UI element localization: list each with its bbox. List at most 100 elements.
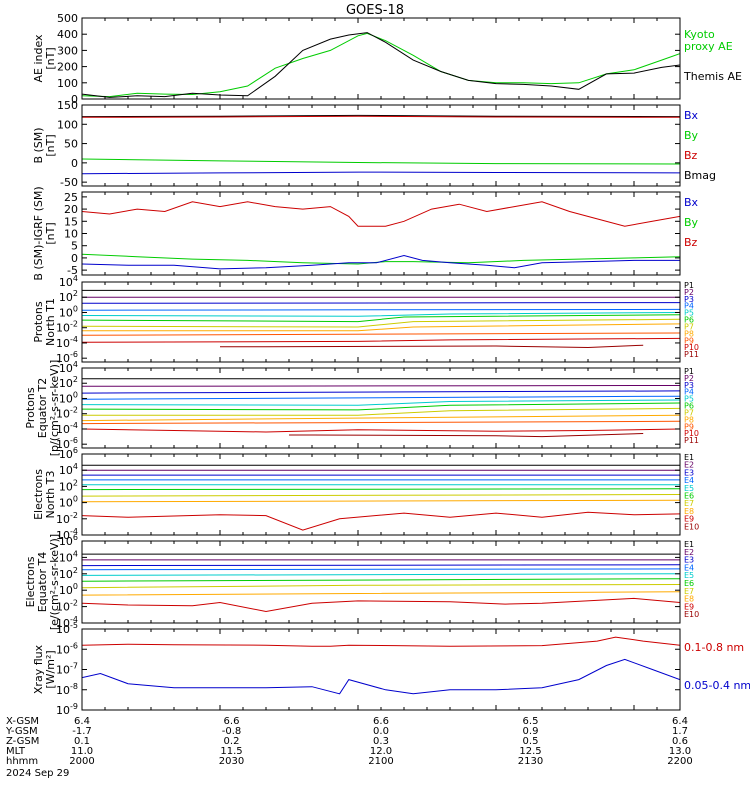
legend-entry: P4 xyxy=(684,388,694,397)
y-tick-label: 100 xyxy=(59,495,78,510)
y-axis-label: B (SM)[nT] xyxy=(32,127,57,163)
legend-entry: Bz xyxy=(684,236,698,249)
footer-label: Z-GSM xyxy=(6,736,39,747)
y-tick-label: 100 xyxy=(59,390,78,405)
legend-entry: E3 xyxy=(684,556,694,565)
footer-value: 2100 xyxy=(368,756,393,767)
footer-label: MLT xyxy=(6,746,26,757)
footer-value: 12.5 xyxy=(519,746,541,757)
legend-entry: Bmag xyxy=(684,169,716,182)
footer-label: hhmm xyxy=(6,756,38,767)
y-axis-label: ProtonsEquator T2[p/(cm²-s-sr-keV)] xyxy=(24,360,61,457)
footer-label: X-GSM xyxy=(6,716,39,727)
y-tick-label: 500 xyxy=(57,12,78,25)
panel-frame xyxy=(81,191,681,276)
y-axis-label: ProtonsNorth T1 xyxy=(32,298,57,346)
legend-entry: P6 xyxy=(684,316,694,325)
series-line-3 xyxy=(82,254,680,270)
legend-entry: P11 xyxy=(684,350,699,359)
footer-value: 6.4 xyxy=(74,716,90,727)
y-tick-label: -50 xyxy=(60,176,78,189)
y-tick-label: 25 xyxy=(64,191,78,204)
legend-entry: P1 xyxy=(684,281,694,290)
y-tick-label: 150 xyxy=(57,99,78,112)
series-line-5 xyxy=(82,399,680,406)
series-line-5 xyxy=(82,573,680,576)
series-line-1 xyxy=(82,32,680,98)
legend-entry: E8 xyxy=(684,507,694,516)
y-tick-label: 10-7 xyxy=(56,662,78,677)
y-tick-label: 300 xyxy=(57,44,78,57)
legend-entry: E6 xyxy=(684,492,694,501)
y-tick-label: 102 xyxy=(59,375,78,390)
legend-entry: E2 xyxy=(684,461,694,470)
series-line-7 xyxy=(82,318,680,328)
series-line-9 xyxy=(82,511,680,531)
legend-entry: By xyxy=(684,216,699,229)
legend-entry: Kyoto xyxy=(684,28,715,41)
panel-frame xyxy=(81,367,681,449)
series-line-11 xyxy=(289,433,644,438)
y-tick-label: 10-4 xyxy=(56,335,78,350)
footer-value: 11.0 xyxy=(71,746,93,757)
y-tick-label: 10-2 xyxy=(56,320,78,335)
legend-entry: E7 xyxy=(684,499,694,508)
footer-value: 12.0 xyxy=(370,746,392,757)
legend-entry: P3 xyxy=(684,295,694,304)
y-axis-label: Xray flux[W/m²] xyxy=(32,644,57,694)
series-group xyxy=(82,32,680,98)
y-tick-label: 104 xyxy=(59,462,78,477)
legend-entry: P8 xyxy=(684,415,694,424)
legend-entry: P11 xyxy=(684,436,699,445)
footer-value: 1.7 xyxy=(672,726,688,737)
series-line-8 xyxy=(82,414,680,422)
y-tick-label: 200 xyxy=(57,61,78,74)
legend-entry: E4 xyxy=(684,476,694,485)
y-tick-label: 100 xyxy=(59,582,78,597)
y-tick-label: 104 xyxy=(59,360,78,375)
panel-8: 10-5 10-6 10-7 10-8 10-9 Xray flux[W/m²] 0.1-0… xyxy=(32,621,750,717)
series-line-2 xyxy=(82,253,680,265)
series-group xyxy=(82,378,680,438)
y-tick-label: 104 xyxy=(59,549,78,564)
y-axis-label: ElectronsEquator T4[e/(cm²-s-sr-keV)] xyxy=(24,534,61,630)
legend-entry: E7 xyxy=(684,587,694,596)
series-line-7 xyxy=(82,494,680,497)
legend: Bx By Bz xyxy=(684,196,699,249)
series-line-5 xyxy=(82,312,680,317)
y-tick-label: 5 xyxy=(71,240,78,253)
series-line-8 xyxy=(82,499,680,503)
legend-entry: P9 xyxy=(684,336,694,345)
y-tick-label: 0 xyxy=(71,157,78,170)
series-line-1 xyxy=(82,636,680,647)
y-tick-label: 102 xyxy=(59,478,78,493)
y-tick-label: 100 xyxy=(59,304,78,319)
y-tick-label: 100 xyxy=(57,77,78,90)
legend-entry: P5 xyxy=(684,309,694,318)
footer-value: 0.1 xyxy=(74,736,90,747)
legend-entry: 0.1-0.8 nm xyxy=(684,641,744,654)
series-group xyxy=(82,464,680,531)
y-tick-label: 10-9 xyxy=(56,702,78,717)
series-line-4 xyxy=(82,171,680,175)
legend-entry: P8 xyxy=(684,329,694,338)
legend-entry: E5 xyxy=(684,571,694,580)
y-tick-label: 20 xyxy=(64,203,78,216)
panel-frame xyxy=(81,628,681,711)
footer-value: -0.8 xyxy=(222,726,242,737)
y-tick-label: 10-2 xyxy=(56,511,78,526)
y-tick-label: 0 xyxy=(71,252,78,265)
y-tick-label: 106 xyxy=(59,446,78,461)
series-line-1 xyxy=(82,201,680,227)
series-line-6 xyxy=(82,578,680,582)
series-line-10 xyxy=(82,428,680,433)
y-axis-label: ElectronsNorth T3 xyxy=(32,469,57,520)
